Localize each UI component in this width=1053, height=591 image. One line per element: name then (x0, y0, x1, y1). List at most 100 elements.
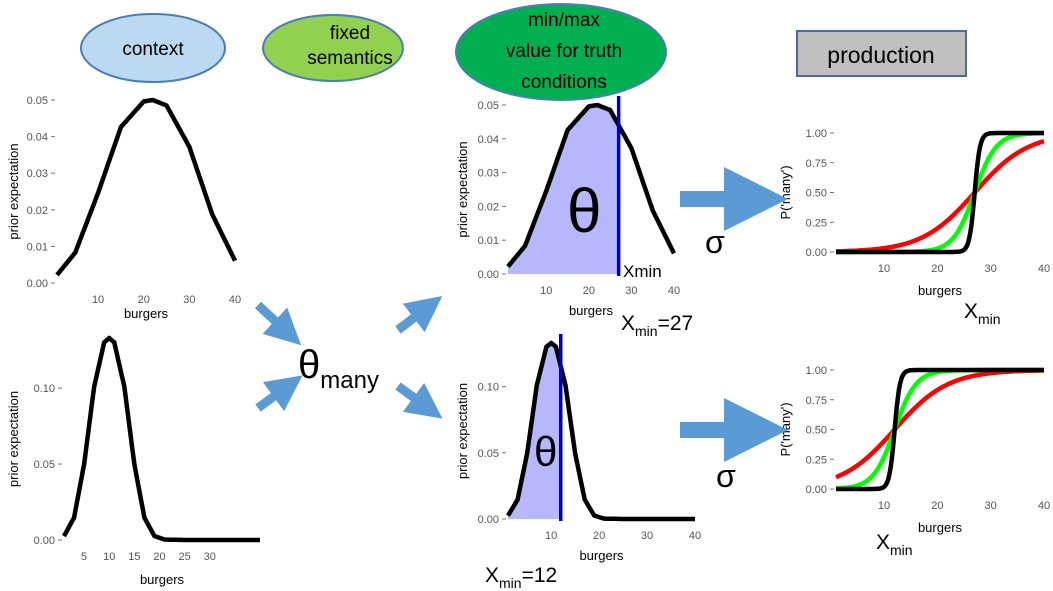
black-curve (834, 130, 1046, 255)
minmax-line3: conditions (521, 72, 607, 93)
y-tick-label: 0.01 (478, 235, 499, 247)
x-tick-label: 10 (92, 294, 104, 306)
context-prior-plot-top: 0.00 0.01 0.02 0.03 0.04 0.05 10 20 30 40 burgers p… (6, 95, 241, 321)
arrow-theta-to-bottom (395, 382, 443, 419)
x-tick-label: 20 (583, 285, 595, 297)
x-axis-label: burgers (579, 548, 624, 563)
y-axis-label: P('many') (778, 165, 793, 219)
y-tick-label: 0.03 (478, 168, 499, 180)
fixed-semantics-line1: fixed (330, 23, 370, 44)
x-tick-label: 10 (545, 530, 557, 542)
fixed-semantics-line2: semantics (307, 48, 393, 69)
y-tick-label: 1.00 (806, 365, 827, 377)
x-tick-label: 5 (81, 551, 87, 563)
x-tick-label: 30 (641, 530, 653, 542)
y-tick-label: 0.00 (478, 514, 499, 526)
x-axis-label: burgers (918, 283, 963, 298)
y-tick-label: 0.75 (806, 158, 827, 170)
y-tick-label: 0.00 (478, 269, 499, 281)
theta-top-label: θ (567, 177, 601, 246)
y-axis-label: prior expectation (6, 143, 21, 239)
x-tick-label: 15 (128, 551, 140, 563)
y-tick-label: 0.05 (478, 448, 499, 460)
x-tick-label: 30 (204, 551, 216, 563)
x-tick-label: 10 (103, 551, 115, 563)
black-curve (834, 367, 1046, 492)
x-tick-label: 20 (138, 294, 150, 306)
xmin-right-bottom-label: Xmin (876, 531, 913, 558)
x-tick-label: 40 (1038, 263, 1050, 275)
red-curve (834, 139, 1046, 254)
x-axis-label: burgers (569, 303, 614, 318)
y-tick-label: 0.04 (27, 132, 48, 144)
y-tick-label: 1.00 (806, 128, 827, 140)
x-tick-label: 10 (540, 285, 552, 297)
y-tick-label: 0.25 (806, 217, 827, 229)
xmin-bottom-label: Xmin=12 (485, 564, 557, 591)
y-tick-label: 0.00 (806, 247, 827, 259)
x-tick-label: 30 (985, 500, 997, 512)
x-tick-label: 20 (931, 500, 943, 512)
xmin-plain-label: Xmin (623, 262, 662, 281)
y-tick-label: 0.75 (806, 395, 827, 407)
context-prior-plot-bottom: 0.00 0.05 0.10 5 10 15 20 25 30 burgers prior expe… (6, 335, 261, 587)
x-tick-label: 40 (668, 285, 680, 297)
arrow-top-context-to-theta (254, 301, 302, 346)
prior-curve (506, 340, 697, 522)
shaded-area (508, 343, 561, 519)
prior-curve (506, 102, 677, 269)
threshold-prior-plot-top: 0.00 0.01 0.02 0.03 0.04 0.05 10 20 30 40 burgers p… (455, 96, 680, 318)
x-axis-label: burgers (140, 572, 185, 587)
y-tick-label: 0.25 (806, 454, 827, 466)
red-curve (834, 368, 1046, 480)
prior-curve (55, 97, 238, 277)
x-tick-label: 20 (593, 530, 605, 542)
y-tick-label: 0.04 (478, 134, 499, 146)
y-axis-label: prior expectation (455, 383, 470, 479)
x-axis-label: burgers (124, 306, 169, 321)
y-tick-label: 0.00 (34, 535, 55, 547)
production-plot-bottom: 0.00 0.25 0.50 0.75 1.00 10 20 30 40 burgers P('ma… (778, 365, 1050, 535)
y-tick-label: 0.01 (27, 241, 48, 253)
y-tick-label: 0.02 (27, 205, 48, 217)
threshold-prior-plot-bottom: 0.00 0.05 0.10 10 20 30 40 burgers prior expecta… (455, 334, 701, 563)
x-tick-label: 40 (1038, 500, 1050, 512)
y-tick-label: 0.05 (27, 95, 48, 107)
x-tick-label: 20 (153, 551, 165, 563)
x-axis-label: burgers (918, 520, 963, 535)
fixed-semantics-ellipse (262, 14, 404, 82)
x-tick-label: 30 (625, 285, 637, 297)
arrow-bottom-context-to-theta (255, 375, 303, 412)
x-tick-label: 20 (931, 263, 943, 275)
sigma-top-label: σ (705, 224, 725, 260)
green-curve (834, 130, 1046, 255)
minmax-line1: min/max (528, 10, 600, 31)
production-plot-top: 0.00 0.25 0.50 0.75 1.00 10 20 30 40 burgers P('ma… (778, 128, 1050, 298)
xmin-right-top-label: Xmin (964, 300, 1001, 327)
y-tick-label: 0.10 (34, 383, 55, 395)
y-tick-label: 0.05 (34, 459, 55, 471)
minmax-line2: value for truth (506, 41, 622, 62)
y-tick-label: 0.50 (806, 425, 827, 437)
x-tick-label: 40 (229, 294, 241, 306)
xmin-top-label: Xmin=27 (621, 312, 693, 339)
x-tick-label: 30 (183, 294, 195, 306)
y-axis-label: prior expectation (455, 141, 470, 237)
minmax-ellipse (455, 3, 667, 101)
y-tick-label: 0.05 (478, 100, 499, 112)
arrow-theta-to-top (395, 296, 443, 334)
theta-many-symbol: θmany (298, 343, 379, 394)
x-tick-label: 25 (178, 551, 190, 563)
context-ellipse (80, 13, 226, 83)
y-tick-label: 0.02 (478, 201, 499, 213)
prior-curve (62, 335, 261, 543)
shaded-area (508, 105, 619, 274)
y-tick-label: 0.00 (806, 484, 827, 496)
x-tick-label: 10 (878, 263, 890, 275)
x-tick-label: 10 (878, 500, 890, 512)
production-header: production (827, 42, 934, 68)
y-tick-label: 0.00 (27, 278, 48, 290)
x-tick-label: 40 (689, 530, 701, 542)
y-tick-label: 0.50 (806, 188, 827, 200)
